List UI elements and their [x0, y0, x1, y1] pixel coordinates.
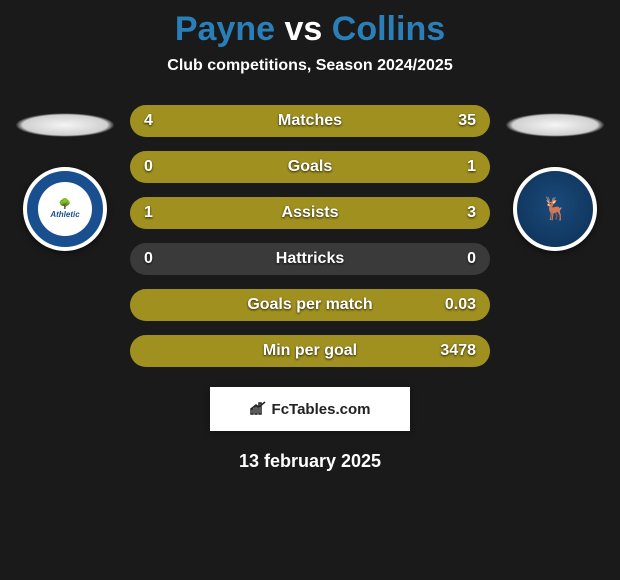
stat-label: Hattricks: [276, 250, 344, 268]
left-team-crest: 🌳 Athletic: [23, 167, 107, 251]
deer-icon: 🦌: [541, 198, 568, 220]
player1-name: Payne: [175, 10, 275, 48]
stat-label: Goals per match: [247, 296, 372, 314]
stat-row: Min per goal 3478: [130, 335, 490, 367]
chart-icon: [250, 401, 266, 418]
date-text: 13 february 2025: [0, 451, 620, 472]
stat-value-right: 0: [467, 250, 476, 268]
stat-value-right: 35: [458, 112, 476, 130]
stat-label: Min per goal: [263, 342, 357, 360]
right-team-crest: 🦌: [513, 167, 597, 251]
stat-value-left: 1: [144, 204, 153, 222]
stat-value-right: 3: [467, 204, 476, 222]
content-row: 🌳 Athletic 4 Matches 35 0 Goals 1 1 Assists 3 0 Ha…: [0, 105, 620, 367]
stat-value-right: 0.03: [445, 296, 476, 314]
tree-icon: 🌳: [59, 200, 71, 210]
stats-bars: 4 Matches 35 0 Goals 1 1 Assists 3 0 Hattricks 0 Goa…: [130, 105, 490, 367]
page-title: Payne vs Collins: [0, 10, 620, 49]
stat-row: Goals per match 0.03: [130, 289, 490, 321]
comparison-card: Payne vs Collins Club competitions, Seas…: [0, 0, 620, 482]
left-team-col: 🌳 Athletic: [10, 105, 120, 251]
left-crest-text: Athletic: [50, 210, 79, 219]
stat-label: Assists: [282, 204, 339, 222]
stat-label: Goals: [288, 158, 332, 176]
stat-label: Matches: [278, 112, 342, 130]
right-team-col: 🦌: [500, 105, 610, 251]
subtitle: Club competitions, Season 2024/2025: [0, 57, 620, 75]
stat-row: 4 Matches 35: [130, 105, 490, 137]
stat-row: 0 Goals 1: [130, 151, 490, 183]
left-pill-shadow: [15, 113, 115, 137]
right-pill-shadow: [505, 113, 605, 137]
stat-row: 1 Assists 3: [130, 197, 490, 229]
bar-right: [220, 197, 490, 229]
stat-value-right: 1: [467, 158, 476, 176]
brand-badge[interactable]: FcTables.com: [210, 387, 410, 431]
stat-value-left: 0: [144, 250, 153, 268]
player2-name: Collins: [332, 10, 445, 48]
stat-value-left: 0: [144, 158, 153, 176]
stat-value-right: 3478: [440, 342, 476, 360]
stat-row: 0 Hattricks 0: [130, 243, 490, 275]
brand-text: FcTables.com: [272, 401, 371, 418]
stat-value-left: 4: [144, 112, 153, 130]
vs-text: vs: [285, 10, 323, 48]
